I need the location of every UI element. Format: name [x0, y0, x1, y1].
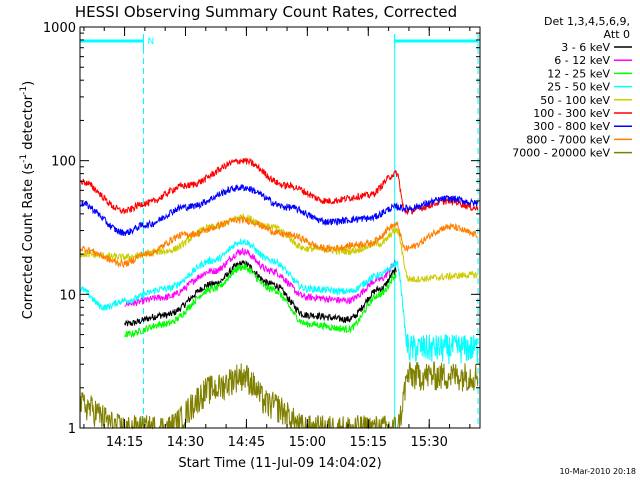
series-line [79, 215, 479, 269]
y-tick-label: 100 [51, 155, 76, 170]
series-line [79, 184, 479, 237]
flag-label: N [148, 37, 155, 47]
legend-title-2: Att 0 [604, 28, 630, 41]
legend-label: 7000 - 20000 keV [512, 147, 610, 160]
x-tick-label: 15:30 [410, 435, 447, 450]
x-tick-label: 15:15 [350, 435, 387, 450]
legend-label: 300 - 800 keV [533, 120, 610, 133]
legend-label: 3 - 6 keV [561, 41, 610, 54]
legend-label: 800 - 7000 keV [526, 133, 610, 146]
series-line [79, 238, 479, 365]
x-tick-label: 14:15 [106, 435, 143, 450]
y-label-sup2: -1 [19, 86, 29, 95]
svg-text:Corrected Count Rate (s-1 dete: Corrected Count Rate (s-1 detector-1) [19, 81, 36, 319]
plot-area: N 1 10 100 1000 14:15 14:30 14:45 15:00 15:15 15:3… [43, 21, 481, 450]
y-tick-label: 1000 [43, 21, 76, 36]
chart-title: HESSI Observing Summary Count Rates, Cor… [75, 3, 457, 21]
x-tick-label: 14:45 [228, 435, 265, 450]
x-tick-label: 14:30 [167, 435, 204, 450]
y-label-sup1: -1 [19, 154, 29, 163]
y-label-main: Corrected Count Rate (s [21, 163, 36, 320]
legend-title-1: Det 1,3,4,5,6,9, [544, 15, 630, 28]
legend-label: 50 - 100 keV [540, 94, 610, 107]
legend-label: 12 - 25 keV [547, 67, 610, 80]
y-tick-label: 10 [59, 288, 76, 303]
series-line [124, 247, 397, 307]
y-label-end: ) [21, 81, 36, 86]
y-tick-label: 1 [68, 422, 76, 437]
series-line [124, 263, 397, 339]
x-tick-label: 15:00 [289, 435, 326, 450]
plot-frame [79, 26, 481, 429]
series-line [79, 361, 479, 430]
timestamp: 10-Mar-2010 20:18 [560, 467, 637, 476]
x-axis-label: Start Time (11-Jul-09 14:04:02) [178, 456, 381, 471]
y-axis-label: Corrected Count Rate (s-1 detector-1) [19, 81, 36, 319]
legend-label: 100 - 300 keV [533, 107, 610, 120]
series-line [124, 259, 397, 327]
y-label-mid: detector [21, 94, 36, 154]
legend-label: 6 - 12 keV [554, 54, 610, 67]
legend-label: 25 - 50 keV [547, 81, 610, 94]
